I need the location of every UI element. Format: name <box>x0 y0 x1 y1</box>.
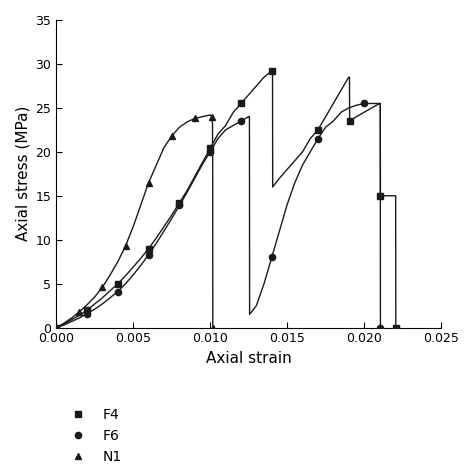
N1 <box>100 285 105 290</box>
N1 <box>192 116 198 121</box>
N1 <box>146 180 152 185</box>
F4 <box>54 325 59 330</box>
F4 <box>177 200 182 205</box>
F4 <box>347 118 353 124</box>
F6 <box>54 325 59 330</box>
F4 <box>269 68 274 74</box>
Y-axis label: Axial stress (MPa): Axial stress (MPa) <box>15 106 30 241</box>
N1 <box>209 114 215 119</box>
N1 <box>54 325 59 330</box>
F4 <box>393 325 399 330</box>
N1 <box>169 133 174 139</box>
F6 <box>361 101 367 106</box>
N1 <box>210 325 216 330</box>
F4 <box>315 127 321 132</box>
Legend: F4, F6, N1: F4, F6, N1 <box>55 402 128 468</box>
X-axis label: Axial strain: Axial strain <box>206 351 292 366</box>
Line: F6: F6 <box>53 100 383 331</box>
Line: N1: N1 <box>53 114 216 331</box>
N1 <box>76 309 82 314</box>
F6 <box>207 149 213 154</box>
F6 <box>115 289 121 294</box>
F4 <box>146 246 152 251</box>
F6 <box>177 203 182 208</box>
F4 <box>115 281 121 286</box>
F6 <box>238 118 244 124</box>
N1 <box>123 243 128 249</box>
F6 <box>84 311 90 316</box>
F4 <box>378 193 383 198</box>
F6 <box>269 255 274 260</box>
Line: F4: F4 <box>53 68 399 331</box>
F6 <box>315 136 321 141</box>
F4 <box>207 146 213 151</box>
F4 <box>84 307 90 313</box>
F6 <box>146 252 152 257</box>
F4 <box>238 101 244 106</box>
F6 <box>378 325 383 330</box>
